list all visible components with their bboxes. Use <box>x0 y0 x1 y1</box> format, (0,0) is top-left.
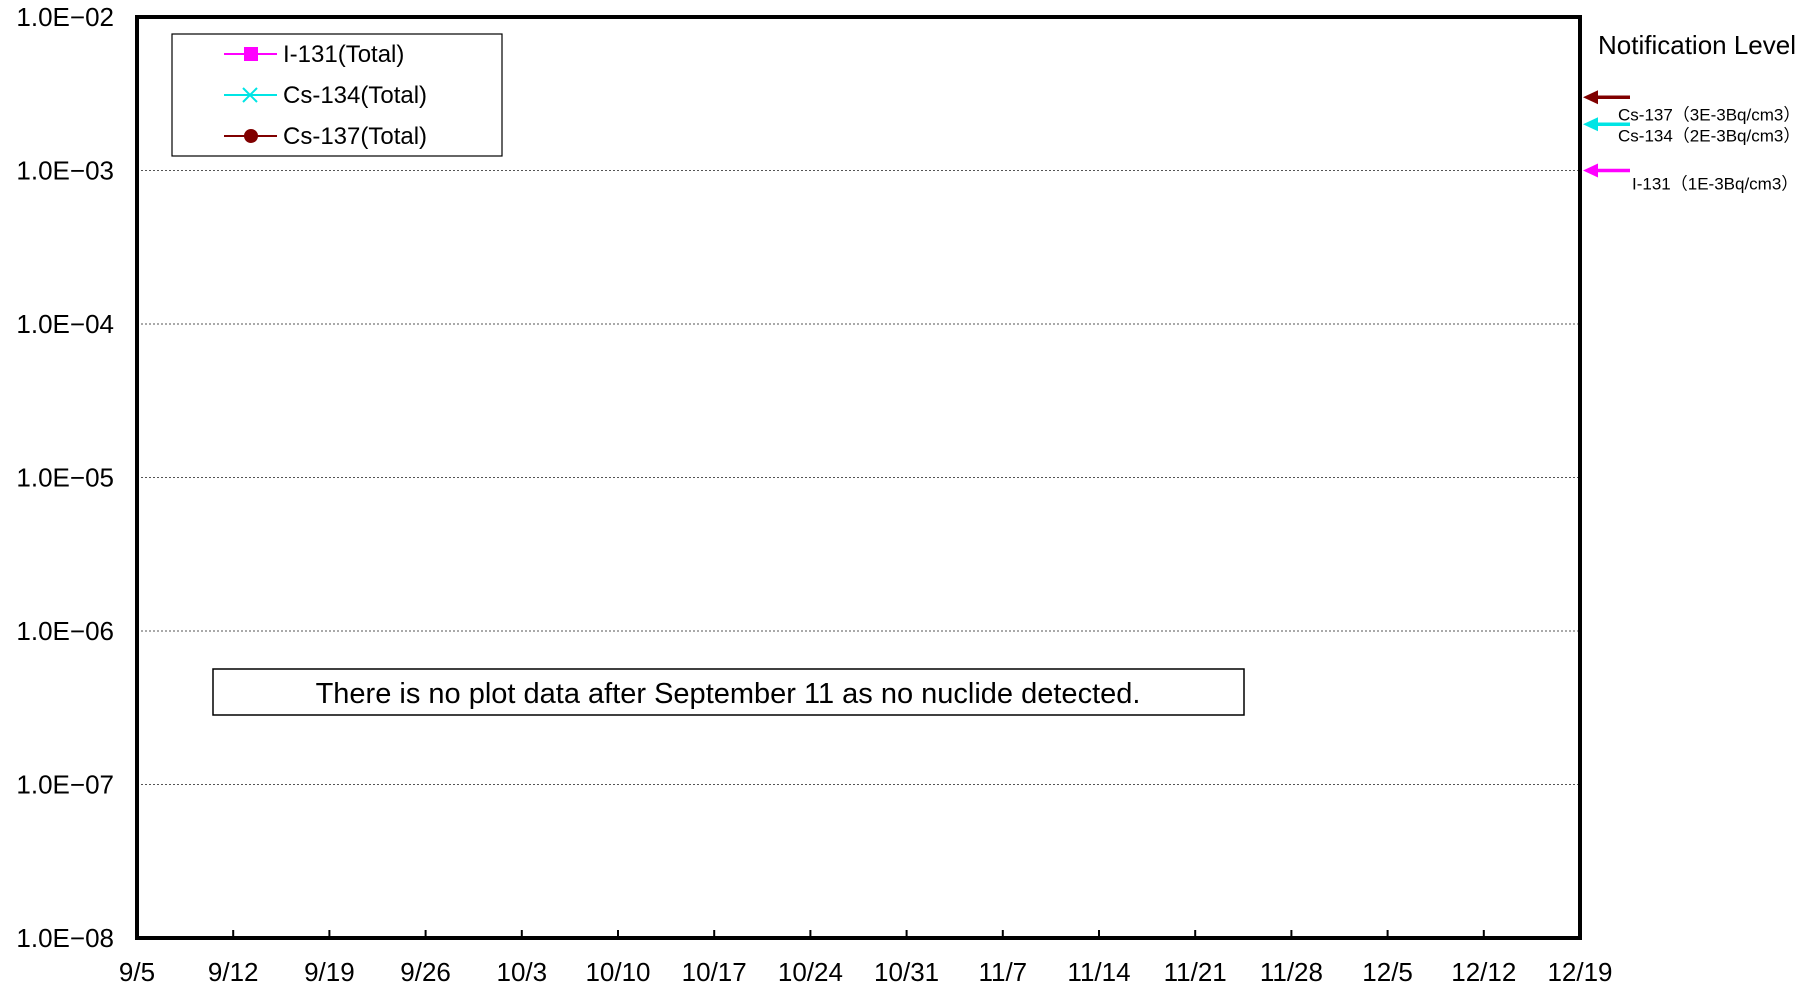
notification-arrow-icon <box>1583 163 1630 178</box>
notification-arrow-icon <box>1583 90 1630 105</box>
y-tick-label: 1.0E−07 <box>16 770 114 800</box>
x-tick-label: 10/24 <box>778 957 843 987</box>
legend-entry-cs134: Cs-134(Total) <box>224 82 427 109</box>
x-tick-label: 10/10 <box>585 957 650 987</box>
note-box <box>212 668 1245 716</box>
legend-label-cs134: Cs-134(Total) <box>283 82 427 109</box>
notification-arrow-icon <box>1583 117 1630 132</box>
y-axis: 1.0E−02 1.0E−03 1.0E−04 1.0E−05 1.0E−06 1.0E−… <box>16 2 114 953</box>
y-tick-label: 1.0E−03 <box>16 156 114 186</box>
circle-marker-icon <box>244 129 258 143</box>
x-axis: 9/5 9/12 9/19 9/26 10/3 10/10 10/17 10/24 10/31 1… <box>119 930 1613 987</box>
x-tick-label: 9/5 <box>119 957 155 987</box>
x-tick-label: 12/19 <box>1547 957 1612 987</box>
square-marker-icon <box>244 47 258 61</box>
x-tick-label: 9/12 <box>208 957 259 987</box>
notification-level-title: Notification Level <box>1598 30 1796 60</box>
y-tick-label: 1.0E−08 <box>16 923 114 953</box>
x-marker-icon <box>242 87 258 103</box>
x-tick-label: 11/14 <box>1067 957 1130 987</box>
x-tick-label: 9/26 <box>400 957 451 987</box>
legend-entry-cs137: Cs-137(Total) <box>224 123 427 150</box>
x-tick-label: 11/28 <box>1260 957 1323 987</box>
y-tick-label: 1.0E−06 <box>16 616 114 646</box>
legend-entry-i131: I-131(Total) <box>224 41 404 68</box>
x-tick-label: 10/17 <box>682 957 747 987</box>
notification-levels: Cs-137（3E-3Bq/cm3） Cs-134（2E-3Bq/cm3） I-13… <box>1583 90 1800 194</box>
gridlines <box>137 170 1580 785</box>
y-tick-label: 1.0E−05 <box>16 463 114 493</box>
legend-label-cs137: Cs-137(Total) <box>283 123 427 150</box>
plot-area-frame <box>135 15 1582 940</box>
no-data-note: There is no plot data after September 11… <box>212 668 1245 716</box>
legend-label-i131: I-131(Total) <box>283 41 404 68</box>
x-tick-label: 11/21 <box>1164 957 1227 987</box>
x-tick-label: 9/19 <box>304 957 355 987</box>
y-tick-label: 1.0E−02 <box>16 2 114 32</box>
notification-level-label: I-131（1E-3Bq/cm3） <box>1632 175 1798 194</box>
x-tick-label: 10/3 <box>496 957 547 987</box>
x-tick-label: 11/7 <box>978 957 1027 987</box>
y-tick-label: 1.0E−04 <box>16 309 114 339</box>
x-tick-label: 12/12 <box>1451 957 1516 987</box>
notification-level-label: Cs-134（2E-3Bq/cm3） <box>1618 126 1800 145</box>
legend: I-131(Total) Cs-134(Total) Cs-137(Total) <box>171 33 503 157</box>
x-tick-label: 10/31 <box>874 957 939 987</box>
x-tick-label: 12/5 <box>1362 957 1413 987</box>
notification-level-label: Cs-137（3E-3Bq/cm3） <box>1618 105 1800 124</box>
note-text: There is no plot data after September 11… <box>316 678 1141 710</box>
